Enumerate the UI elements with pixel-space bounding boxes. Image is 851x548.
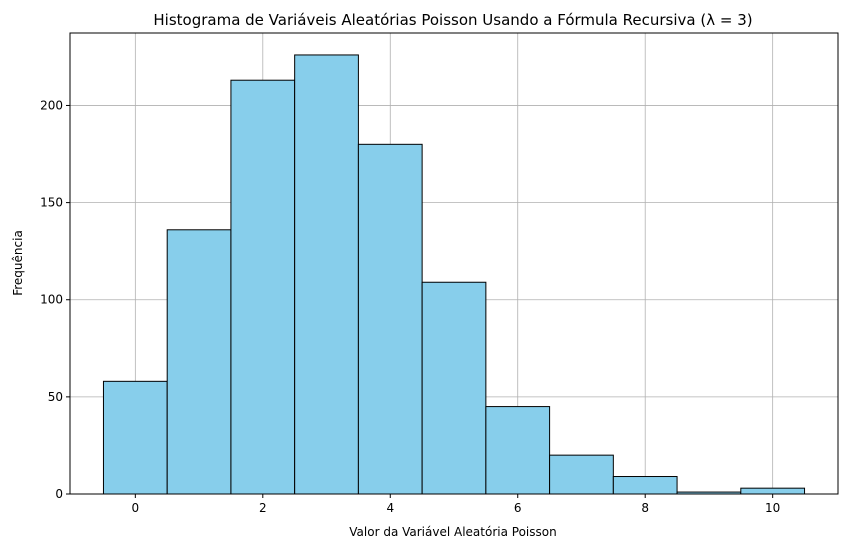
y-tick-label: 0 xyxy=(55,487,63,501)
x-axis-label: Valor da Variável Aleatória Poisson xyxy=(349,525,556,539)
y-axis-label: Frequência xyxy=(11,230,25,296)
y-tick-label: 50 xyxy=(48,390,63,404)
histogram-bar-8 xyxy=(612,476,678,495)
histogram-bar-6 xyxy=(485,406,551,495)
x-tick-label: 8 xyxy=(641,501,649,515)
histogram-bar-7 xyxy=(549,454,614,495)
histogram-bar-5 xyxy=(421,281,487,495)
y-tick-label: 100 xyxy=(40,293,63,307)
y-axis-ticks: 0 50 100 150 200 xyxy=(40,98,70,501)
chart-title: Histograma de Variáveis Aleatórias Poiss… xyxy=(153,11,752,29)
x-tick-label: 2 xyxy=(259,501,267,515)
histogram-bar-3 xyxy=(294,54,359,495)
histogram-bar-0 xyxy=(102,380,168,495)
histogram-bar-4 xyxy=(357,143,423,495)
histogram-bars xyxy=(102,54,806,495)
x-tick-label: 0 xyxy=(132,501,140,515)
x-tick-label: 4 xyxy=(386,501,394,515)
x-tick-label: 10 xyxy=(765,501,780,515)
x-tick-label: 6 xyxy=(514,501,522,515)
histogram-bar-1 xyxy=(166,229,232,495)
histogram-bar-2 xyxy=(230,79,296,495)
y-tick-label: 200 xyxy=(40,98,63,112)
histogram-bar-10 xyxy=(740,487,806,495)
plot-area-frame xyxy=(69,32,839,495)
y-tick-label: 150 xyxy=(40,196,63,210)
x-axis-ticks: 0 2 4 6 8 10 xyxy=(132,494,780,515)
